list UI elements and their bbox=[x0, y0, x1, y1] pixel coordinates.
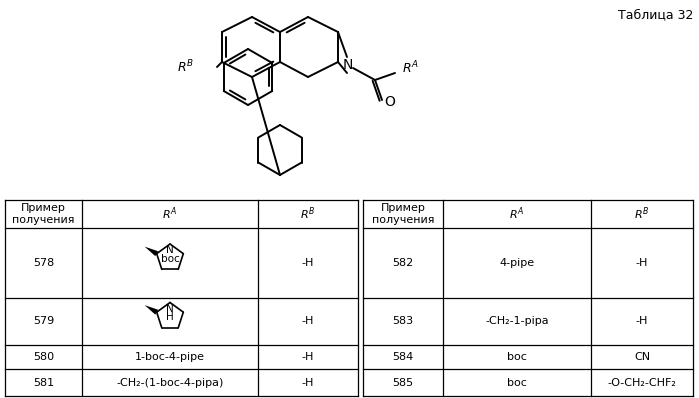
Text: N: N bbox=[166, 304, 174, 314]
Text: $R^B$: $R^B$ bbox=[634, 206, 649, 222]
Text: 580: 580 bbox=[33, 352, 54, 362]
Text: Таблица 32: Таблица 32 bbox=[618, 8, 693, 21]
Text: -H: -H bbox=[302, 377, 314, 388]
Text: -CH₂-(1-boc-4-pipa): -CH₂-(1-boc-4-pipa) bbox=[116, 377, 224, 388]
Text: -CH₂-1-pipa: -CH₂-1-pipa bbox=[485, 316, 549, 326]
Text: Пример
получения: Пример получения bbox=[372, 203, 434, 225]
Text: 578: 578 bbox=[33, 258, 54, 268]
Text: N: N bbox=[166, 245, 174, 255]
Text: $R^B$: $R^B$ bbox=[301, 206, 316, 222]
Text: 584: 584 bbox=[392, 352, 414, 362]
Text: Пример
получения: Пример получения bbox=[13, 203, 75, 225]
Text: N: N bbox=[343, 58, 353, 72]
Text: O: O bbox=[384, 95, 396, 109]
Text: boc: boc bbox=[507, 352, 527, 362]
Polygon shape bbox=[145, 247, 158, 256]
Text: 1-boc-4-pipe: 1-boc-4-pipe bbox=[135, 352, 205, 362]
Text: 583: 583 bbox=[392, 316, 414, 326]
Text: boc: boc bbox=[507, 377, 527, 388]
Text: -H: -H bbox=[636, 258, 648, 268]
Text: 582: 582 bbox=[392, 258, 414, 268]
Text: -O-CH₂-CHF₂: -O-CH₂-CHF₂ bbox=[607, 377, 677, 388]
Text: -H: -H bbox=[302, 258, 314, 268]
Text: $R^A$: $R^A$ bbox=[402, 60, 419, 76]
Text: -H: -H bbox=[636, 316, 648, 326]
Text: 581: 581 bbox=[33, 377, 54, 388]
Text: CN: CN bbox=[634, 352, 650, 362]
Text: $R^A$: $R^A$ bbox=[162, 206, 178, 222]
Text: 4-pipe: 4-pipe bbox=[500, 258, 535, 268]
Text: -H: -H bbox=[302, 352, 314, 362]
Text: -H: -H bbox=[302, 316, 314, 326]
Text: $R^B$: $R^B$ bbox=[177, 59, 194, 75]
Text: $R^A$: $R^A$ bbox=[510, 206, 525, 222]
Text: boc: boc bbox=[161, 254, 180, 264]
Text: 585: 585 bbox=[392, 377, 414, 388]
Text: 579: 579 bbox=[33, 316, 54, 326]
Text: H: H bbox=[166, 312, 174, 322]
Polygon shape bbox=[145, 305, 158, 314]
